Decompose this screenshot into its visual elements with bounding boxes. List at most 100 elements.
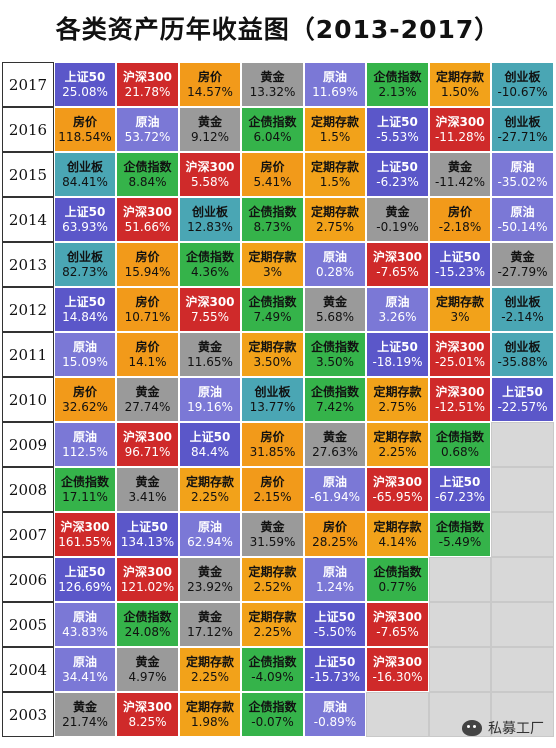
- asset-name: 房价: [197, 69, 222, 84]
- asset-cell: 房价 15.94%: [116, 242, 179, 287]
- asset-cell: 上证50 -15.23%: [429, 242, 491, 287]
- asset-cell: 沪深300 -7.65%: [366, 242, 429, 287]
- asset-return: 27.63%: [312, 444, 358, 459]
- asset-cell: 创业板 -27.71%: [491, 107, 554, 152]
- asset-return: -0.19%: [376, 219, 419, 234]
- empty-cell: [429, 557, 491, 602]
- returns-table: 2017 上证50 25.08% 沪深300 21.78% 房价 14.57% 黄金 13.32…: [2, 62, 554, 737]
- table-row: 2004 原油 34.41% 黄金 4.97% 定期存款 2.25% 企债指数 -4.09% 上证…: [2, 647, 554, 692]
- asset-name: 沪深300: [185, 294, 235, 309]
- asset-cell: 房价 2.15%: [241, 467, 304, 512]
- asset-cell: 原油 -50.14%: [491, 197, 554, 242]
- asset-return: 3%: [262, 264, 283, 279]
- asset-return: 31.59%: [249, 534, 296, 549]
- asset-name: 房价: [135, 294, 160, 309]
- asset-return: -7.65%: [376, 264, 419, 279]
- asset-name: 定期存款: [310, 204, 359, 219]
- asset-cell: 沪深300 121.02%: [116, 557, 179, 602]
- asset-cell: 上证50 -18.19%: [366, 332, 429, 377]
- table-row: 2015 创业板 84.41% 企债指数 8.84% 沪深300 5.58% 房价 5.41% 定…: [2, 152, 554, 197]
- asset-return: 14.84%: [62, 309, 108, 324]
- asset-return: -25.01%: [434, 354, 486, 369]
- asset-return: 21.78%: [124, 84, 171, 99]
- asset-cell: 沪深300 21.78%: [116, 62, 179, 107]
- asset-return: 8.84%: [128, 174, 167, 189]
- asset-cell: 定期存款 2.25%: [179, 647, 241, 692]
- asset-return: 3%: [450, 309, 470, 324]
- asset-return: 0.28%: [315, 264, 355, 279]
- asset-cell: 定期存款 3.50%: [241, 332, 304, 377]
- asset-cell: 企债指数 -5.49%: [429, 512, 491, 557]
- asset-return: 2.75%: [315, 219, 355, 234]
- asset-cell: 企债指数 -0.07%: [241, 692, 304, 737]
- year-label: 2013: [2, 242, 54, 287]
- asset-cell: 原油 3.26%: [366, 287, 429, 332]
- asset-cell: 原油 1.24%: [304, 557, 366, 602]
- table-row: 2016 房价 118.54% 原油 53.72% 黄金 9.12% 企债指数 6.04% 定期存…: [2, 107, 554, 152]
- asset-name: 企债指数: [310, 384, 359, 399]
- asset-name: 定期存款: [185, 654, 234, 669]
- table-row: 2003 黄金 21.74% 沪深300 8.25% 定期存款 1.98% 企债指数 -0.07…: [2, 692, 554, 737]
- asset-return: 0.77%: [378, 579, 417, 594]
- asset-return: 1.5%: [319, 174, 351, 189]
- asset-cell: 沪深300 -7.65%: [366, 602, 429, 647]
- asset-return: 53.72%: [124, 129, 171, 144]
- asset-name: 创业板: [504, 339, 541, 354]
- asset-return: 2.25%: [253, 624, 292, 639]
- asset-name: 沪深300: [372, 249, 423, 264]
- asset-return: 3.50%: [253, 354, 292, 369]
- asset-name: 上证50: [314, 609, 356, 624]
- year-label: 2007: [2, 512, 54, 557]
- asset-return: -11.28%: [434, 129, 486, 144]
- asset-return: -5.49%: [438, 534, 482, 549]
- asset-return: 14.1%: [128, 354, 167, 369]
- asset-return: 63.93%: [62, 219, 108, 234]
- asset-return: 2.25%: [378, 444, 417, 459]
- asset-return: 28.25%: [312, 534, 358, 549]
- asset-name: 上证50: [64, 69, 106, 84]
- asset-return: 5.68%: [315, 309, 355, 324]
- asset-cell: 沪深300 51.66%: [116, 197, 179, 242]
- asset-return: 3.41%: [128, 489, 167, 504]
- asset-name: 黄金: [322, 294, 347, 309]
- asset-return: 5.41%: [253, 174, 292, 189]
- asset-return: 32.62%: [62, 399, 108, 414]
- asset-name: 沪深300: [435, 339, 485, 354]
- asset-return: -65.95%: [372, 489, 423, 504]
- asset-name: 企债指数: [60, 474, 109, 489]
- asset-cell: 企债指数 17.11%: [54, 467, 116, 512]
- table-row: 2012 上证50 14.84% 房价 10.71% 沪深300 7.55% 企债指数 7.49…: [2, 287, 554, 332]
- asset-cell: 原油 53.72%: [116, 107, 179, 152]
- asset-return: -0.89%: [313, 714, 357, 729]
- asset-return: 4.36%: [190, 264, 230, 279]
- asset-cell: 创业板 12.83%: [179, 197, 241, 242]
- asset-return: -67.23%: [434, 489, 486, 504]
- asset-name: 企债指数: [123, 159, 172, 174]
- asset-name: 上证50: [377, 159, 418, 174]
- asset-name: 上证50: [64, 204, 106, 219]
- asset-cell: 上证50 25.08%: [54, 62, 116, 107]
- asset-cell: 沪深300 161.55%: [54, 512, 116, 557]
- asset-cell: 沪深300 5.58%: [179, 152, 241, 197]
- asset-return: 2.15%: [253, 489, 292, 504]
- asset-name: 房价: [260, 159, 285, 174]
- asset-return: 1.5%: [319, 129, 351, 144]
- asset-return: 96.71%: [124, 444, 171, 459]
- asset-cell: 定期存款 2.25%: [366, 422, 429, 467]
- asset-name: 原油: [322, 699, 347, 714]
- asset-cell: 原油 19.16%: [179, 377, 241, 422]
- asset-name: 原油: [72, 339, 97, 354]
- asset-return: 2.25%: [190, 489, 230, 504]
- table-row: 2017 上证50 25.08% 沪深300 21.78% 房价 14.57% 黄金 13.32…: [2, 62, 554, 107]
- watermark: 私募工厂: [462, 718, 544, 738]
- table-row: 2005 原油 43.83% 企债指数 24.08% 黄金 17.12% 定期存款 2.25% 上…: [2, 602, 554, 647]
- asset-name: 定期存款: [248, 339, 297, 354]
- asset-return: -6.23%: [376, 174, 419, 189]
- asset-name: 上证50: [377, 339, 418, 354]
- asset-cell: 沪深300 -12.51%: [429, 377, 491, 422]
- asset-cell: 房价 5.41%: [241, 152, 304, 197]
- asset-name: 黄金: [385, 204, 410, 219]
- asset-cell: 企债指数 0.77%: [366, 557, 429, 602]
- asset-name: 原油: [510, 159, 535, 174]
- asset-return: 1.50%: [440, 84, 480, 99]
